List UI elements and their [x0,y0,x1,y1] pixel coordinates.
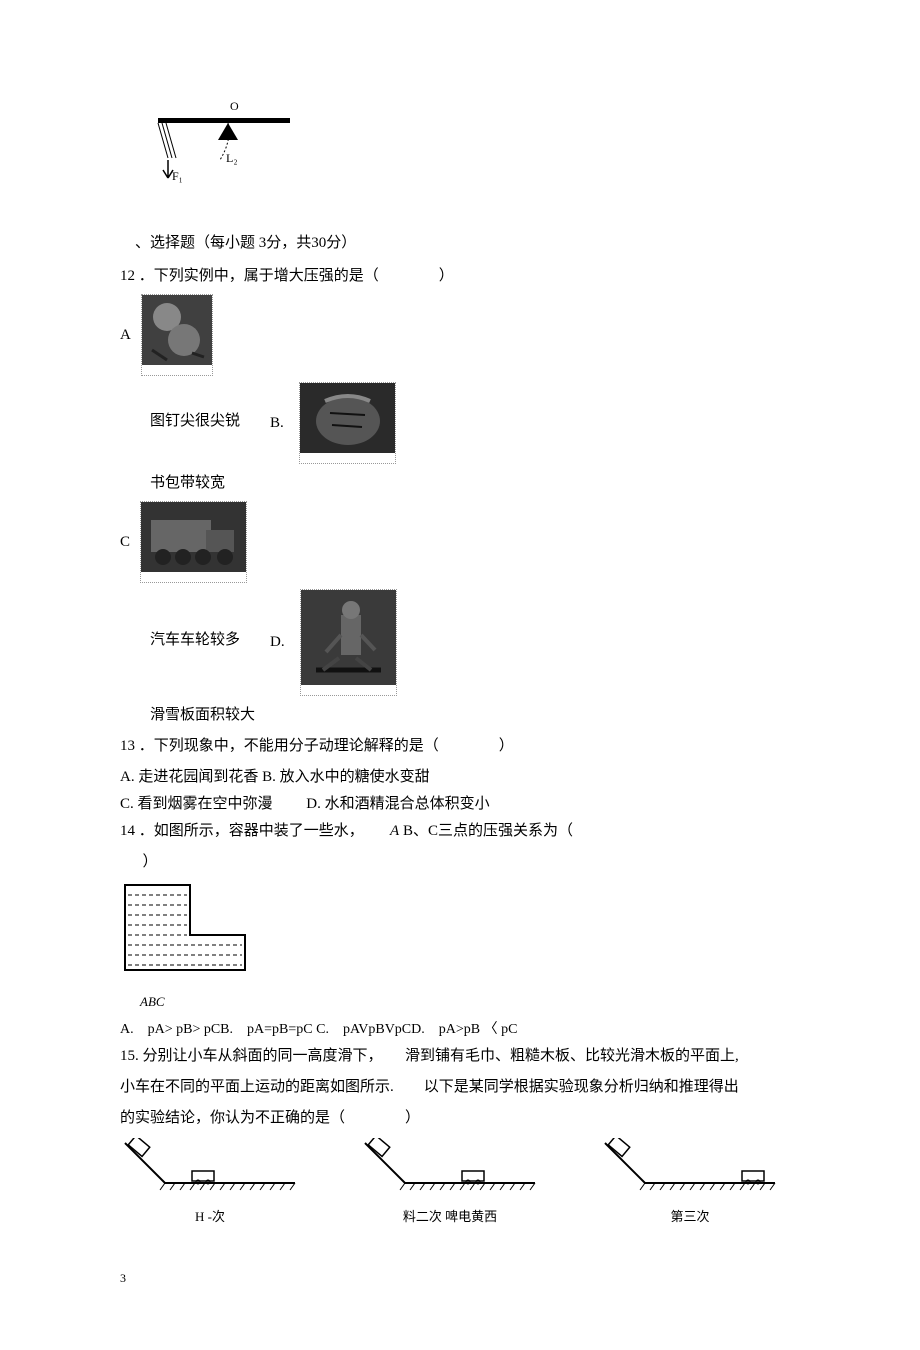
section-header: 、选择题（每小题 3分，共30分） [120,230,800,257]
q12-a-text-row: 图钉尖很尖锐 B. [120,382,800,464]
q12-c-image [140,501,247,583]
q15-fig3: 第三次 [600,1138,780,1228]
lever-svg: O F₁ L₂ [150,100,300,190]
lever-label-l2: L₂ [226,151,238,165]
q14-svg [120,880,250,980]
lever-diagram: O F₁ L₂ [150,100,800,200]
q12-c-text-row: 汽车车轮较多 D. [120,589,800,696]
q12-option-c: C [120,501,800,583]
q14-diagram: ABC [120,880,800,1013]
q15-diagrams: H -次 料二次 啤电黄西 第三次 [120,1138,800,1228]
q12-a-image [141,294,213,376]
page-number: 3 [120,1268,800,1290]
q12-d-label: D. [270,629,285,656]
q14-container [125,885,245,970]
q15-fig2: 料二次 啤电黄西 [360,1138,540,1228]
q12-c-text: 汽车车轮较多 [150,627,240,654]
lever-label-f1: F₁ [172,169,183,183]
q13-line-ab: A. 走进花园闻到花香 B. 放入水中的糖使水变甜 [120,764,800,791]
q15-line2: 小车在不同的平面上运动的距离如图所示. 以下是某同学根据实验现象分析归纳和推理得… [120,1074,800,1101]
q15-fig1: H -次 [120,1138,300,1228]
q14-stem-suffix: B、C三点的压强关系为（ [403,823,573,839]
lever-label-o: O [230,100,239,113]
q12-c-label: C [120,529,130,556]
q15-svg1 [120,1138,300,1193]
q14-stem-end: ） [120,849,800,876]
q13-b: B. 放入水中的糖使水变甜 [262,769,430,785]
q15-svg3 [600,1138,780,1193]
q12-stem: 12 ．下列实例中，属于增大压强的是（ ） [120,263,800,290]
q12-a-text: 图钉尖很尖锐 [150,408,240,435]
q13-d: D. 水和酒精混合总体积变小 [306,796,489,812]
q13-line-cd: C. 看到烟雾在空中弥漫 D. 水和酒精混合总体积变小 [120,791,800,818]
q15-label2: 料二次 啤电黄西 [360,1205,540,1228]
q15-label3: 第三次 [600,1205,780,1228]
q12-b-label: B. [270,410,284,437]
q12-option-a: A [120,294,800,376]
q12-d-text: 滑雪板面积较大 [150,702,800,729]
q15-line3: 的实验结论，你认为不正确的是（ ） [120,1105,800,1132]
q14-stem: 14 ．如图所示，容器中装了一些水， A B、C三点的压强关系为（ [120,818,800,845]
q12-d-image [300,589,397,696]
q13-c: C. 看到烟雾在空中弥漫 [120,796,273,812]
q15-line1: 15. 分别让小车从斜面的同一高度滑下， 滑到铺有毛巾、粗糙木板、比较光滑木板的… [120,1043,800,1070]
q14-stem-A: A [390,823,399,839]
q15-svg2 [360,1138,540,1193]
q14-stem-prefix: 14 ．如图所示，容器中装了一些水， [120,823,386,839]
q13-stem: 13 ．下列现象中，不能用分子动理论解释的是（ ） [120,733,800,760]
lever-bar [158,118,290,123]
lever-fulcrum [218,123,238,140]
q12-a-label: A [120,322,131,349]
q13-a: A. 走进花园闻到花香 [120,769,258,785]
lever-weight-lines [158,123,176,158]
q15-label1: H -次 [120,1205,300,1228]
q14-fig-label: ABC [140,990,800,1013]
q14-water-lines [128,895,242,965]
q14-answers: A. pA> pB> pCB. pA=pB=pC C. pAVpBVpCD. p… [120,1017,800,1042]
q12-b-text: 书包带较宽 [150,470,800,497]
q12-b-image [299,382,396,464]
